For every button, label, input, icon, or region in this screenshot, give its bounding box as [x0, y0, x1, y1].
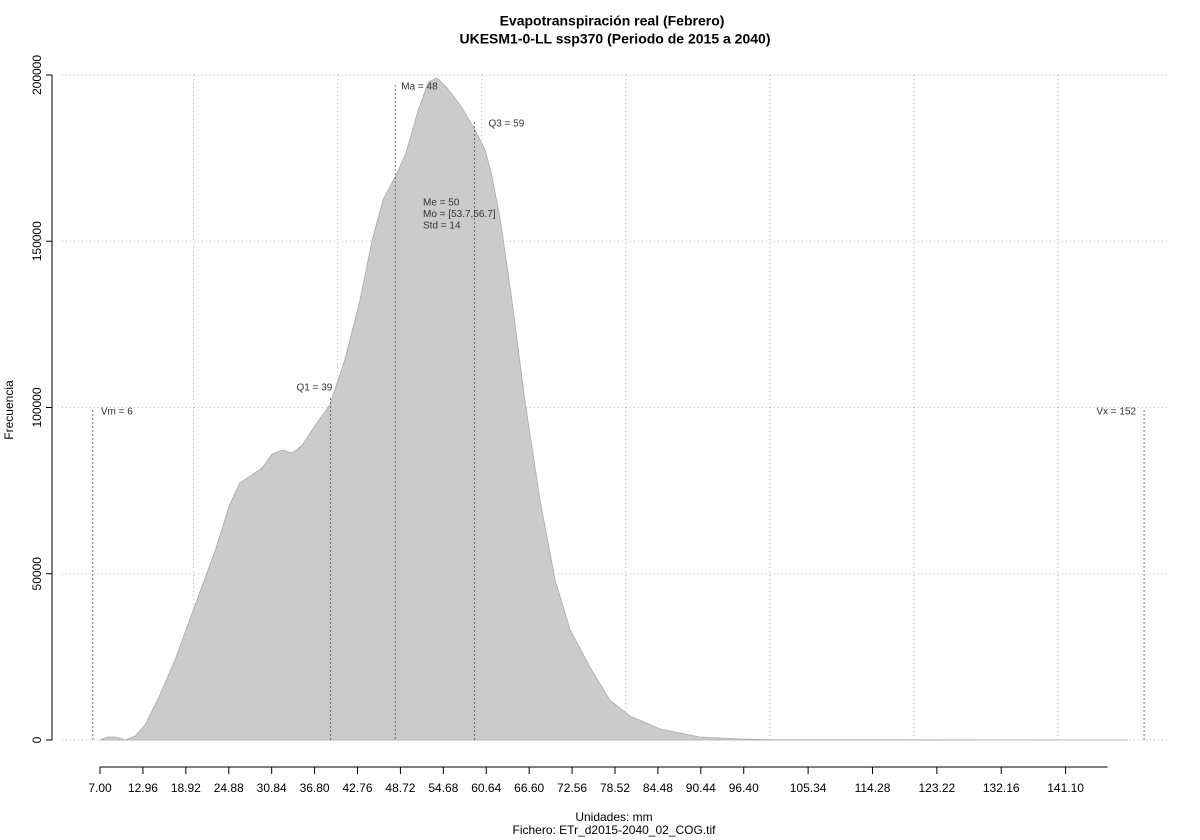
stat-label: Std = 14 — [423, 221, 461, 232]
x-tick-label: 132.16 — [983, 781, 1020, 795]
x-tick-label: 60.64 — [471, 781, 501, 795]
x-tick-label: 24.88 — [214, 781, 244, 795]
x-tick-label: 42.76 — [342, 781, 372, 795]
y-tick-label: 0 — [30, 736, 44, 743]
x-tick-label: 12.96 — [128, 781, 158, 795]
x-tick-label: 141.10 — [1047, 781, 1084, 795]
x-tick-label: 7.00 — [88, 781, 112, 795]
caption: Fichero: ETr_d2015-2040_02_COG.tif — [513, 823, 717, 837]
stat-label: Me = 50 — [423, 198, 460, 209]
y-tick-label: 50000 — [30, 557, 44, 591]
x-tick-label: 78.52 — [600, 781, 630, 795]
y-axis-label: Frecuencia — [2, 380, 16, 440]
x-tick-label: 105.34 — [790, 781, 827, 795]
x-tick-label: 96.40 — [729, 781, 759, 795]
chart-subtitle: UKESM1-0-LL ssp370 (Periodo de 2015 a 20… — [460, 31, 771, 47]
x-tick-label: 54.68 — [428, 781, 458, 795]
x-tick-label: 84.48 — [643, 781, 673, 795]
x-tick-label: 36.80 — [300, 781, 330, 795]
marker-label: Ma = 48 — [401, 82, 438, 93]
y-tick-label: 150000 — [30, 221, 44, 261]
marker-label: Q3 = 59 — [488, 119, 524, 130]
x-tick-label: 90.44 — [686, 781, 716, 795]
x-axis-label: Unidades: mm — [575, 810, 652, 824]
x-tick-label: 66.60 — [514, 781, 544, 795]
marker-label: Vx = 152 — [1096, 407, 1136, 418]
x-tick-label: 123.22 — [918, 781, 955, 795]
x-tick-label: 30.84 — [257, 781, 287, 795]
x-tick-label: 114.28 — [855, 781, 891, 795]
chart-title: Evapotranspiración real (Febrero) — [500, 13, 725, 29]
density-area — [99, 77, 1129, 741]
x-tick-label: 72.56 — [557, 781, 587, 795]
y-tick-label: 200000 — [30, 55, 44, 95]
y-tick-label: 100000 — [30, 387, 44, 427]
marker-label: Vm = 6 — [101, 407, 133, 418]
x-tick-label: 48.72 — [385, 781, 415, 795]
stat-label: Mo = [53.7,56.7] — [423, 209, 496, 220]
x-tick-label: 18.92 — [171, 781, 201, 795]
marker-label: Q1 = 39 — [297, 383, 333, 394]
